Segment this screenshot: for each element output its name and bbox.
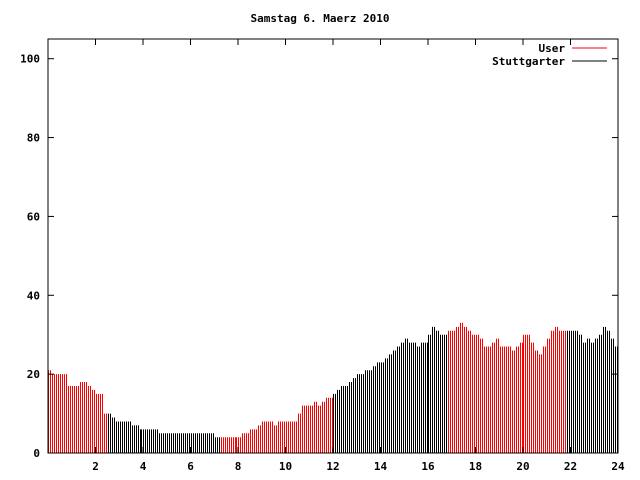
x-tick-label: 2: [92, 460, 99, 473]
plot-frame: [47, 38, 619, 454]
x-tick-label: 24: [611, 460, 625, 473]
y-tick-label: 20: [27, 368, 40, 381]
y-tick-label: 100: [20, 53, 40, 66]
x-tick-label: 14: [374, 460, 388, 473]
x-tick-label: 16: [421, 460, 435, 473]
x-tick-label: 12: [326, 460, 339, 473]
y-tick-label: 40: [27, 289, 40, 302]
x-tick-label: 20: [516, 460, 529, 473]
y-tick-label: 0: [33, 447, 40, 460]
x-tick-label: 8: [235, 460, 242, 473]
legend-label-user: User: [539, 42, 566, 55]
bars-group: [48, 322, 618, 453]
x-tick-label: 4: [140, 460, 147, 473]
x-tick-label: 10: [279, 460, 292, 473]
x-tick-label: 18: [469, 460, 482, 473]
chart-title: Samstag 6. Maerz 2010: [250, 12, 389, 25]
x-tick-label: 22: [564, 460, 577, 473]
legend-label-stuttgarter: Stuttgarter: [492, 55, 565, 68]
y-tick-label: 80: [27, 132, 40, 145]
x-tick-label: 6: [187, 460, 194, 473]
y-tick-label: 60: [27, 210, 40, 223]
legend: User Stuttgarter: [492, 42, 607, 68]
